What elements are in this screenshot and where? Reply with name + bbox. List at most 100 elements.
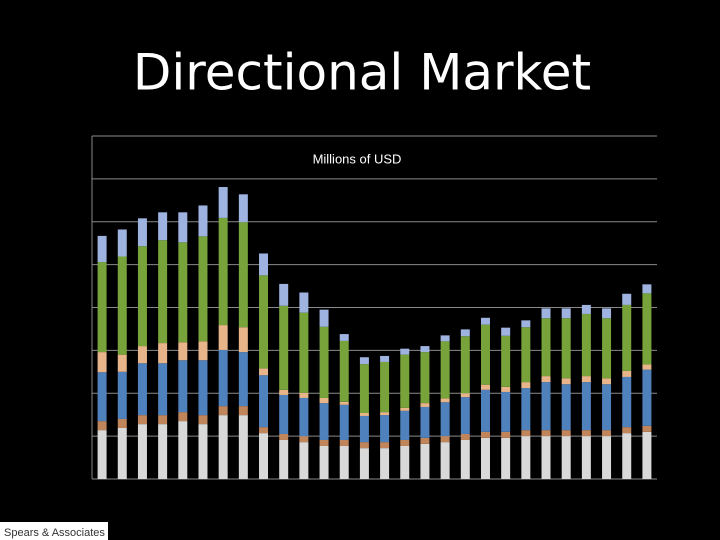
bar-segment — [319, 309, 329, 327]
bar-segment — [158, 415, 168, 425]
bar-segment — [359, 364, 369, 413]
bar-segment — [642, 431, 652, 479]
bar-segment — [380, 412, 390, 416]
bar-segment — [420, 406, 430, 438]
bar-segment — [642, 425, 652, 432]
bar-segment — [218, 406, 228, 416]
bar-segment — [339, 334, 349, 341]
bar-segment — [581, 430, 591, 437]
bar-segment — [299, 392, 309, 398]
bar-segment — [581, 313, 591, 377]
bar-segment — [158, 424, 168, 479]
bar-segment — [460, 433, 470, 440]
bar-segment — [460, 439, 470, 479]
bar-segment — [198, 360, 208, 416]
bar-segment — [137, 218, 147, 247]
bar-segment — [299, 442, 309, 479]
bar-segment — [440, 335, 450, 342]
bar-segment — [440, 442, 450, 479]
bar-segment — [319, 439, 329, 446]
bar-segment — [178, 342, 188, 361]
bar-segment — [541, 430, 551, 437]
bar-segment — [501, 335, 511, 387]
plot — [92, 135, 657, 480]
bar-segment — [218, 217, 228, 326]
bar-segment — [339, 401, 349, 405]
bar-segment — [299, 312, 309, 393]
logo-box — [0, 522, 108, 540]
bar-segment — [238, 194, 248, 223]
logo: Spears & Associates — [4, 527, 105, 539]
bar-segment — [238, 415, 248, 479]
bar-segment — [259, 253, 269, 276]
bar-segment — [581, 304, 591, 314]
bar-segment — [359, 442, 369, 449]
bar-segment — [319, 403, 329, 440]
bar-segment — [137, 246, 147, 347]
bar-segment — [440, 402, 450, 437]
bar-segment — [259, 375, 269, 428]
bar-segment — [319, 445, 329, 479]
bar-segment — [541, 318, 551, 377]
bar-segment — [501, 391, 511, 432]
bar-segment — [400, 354, 410, 408]
bar-segment — [359, 357, 369, 365]
bar-segment — [480, 317, 490, 325]
bar-segment — [97, 372, 107, 422]
bar-segment — [299, 397, 309, 437]
bar-segment — [480, 437, 490, 479]
bar-segment — [642, 284, 652, 294]
bar-segment — [622, 293, 632, 305]
bar-segment — [642, 293, 652, 365]
bar-segment — [238, 327, 248, 353]
slide-title: Directional Market — [133, 44, 591, 102]
bar-segment — [279, 305, 289, 390]
bar-segment — [602, 308, 612, 319]
bar-segment — [541, 382, 551, 431]
bar-segment — [97, 235, 107, 263]
bar-segment — [521, 388, 531, 431]
bar-segment — [420, 346, 430, 353]
bar-segment — [178, 412, 188, 422]
bar-segment — [359, 412, 369, 416]
bar-segment — [440, 398, 450, 403]
bar-segment — [198, 236, 208, 342]
bar-segment — [178, 242, 188, 343]
bar-segment — [218, 325, 228, 350]
bar-segment — [259, 368, 269, 376]
bar-segment — [400, 348, 410, 355]
bar-segment — [158, 212, 168, 241]
bar-segment — [622, 433, 632, 479]
bar-segment — [117, 354, 127, 372]
bar-segment — [137, 424, 147, 479]
bar-segment — [97, 262, 107, 353]
bar-segment — [380, 448, 390, 479]
bar-segment — [480, 384, 490, 390]
bar-segment — [359, 415, 369, 443]
bar-segment — [158, 343, 168, 364]
bar-segment — [521, 382, 531, 389]
bar-segment — [602, 430, 612, 437]
bar-segment — [501, 437, 511, 479]
bar-segment — [279, 283, 289, 306]
bar-segment — [279, 389, 289, 395]
bar-segment — [137, 346, 147, 364]
bar-segment — [218, 187, 228, 218]
bar-segment — [238, 406, 248, 416]
bar-segment — [339, 404, 349, 440]
bar-segment — [480, 389, 490, 432]
bar-segment — [561, 318, 571, 379]
bar-segment — [279, 439, 289, 479]
bar-segment — [420, 352, 430, 404]
bar-segment — [117, 427, 127, 479]
bar-segment — [581, 382, 591, 431]
bar-segment — [622, 304, 632, 371]
bar-segment — [602, 384, 612, 431]
bar-segment — [460, 397, 470, 434]
bar-segment — [158, 363, 168, 416]
bar-segment — [541, 308, 551, 319]
bar-segment — [117, 371, 127, 419]
bar-segment — [137, 363, 147, 416]
bar-segment — [198, 415, 208, 425]
bar-segment — [420, 437, 430, 444]
